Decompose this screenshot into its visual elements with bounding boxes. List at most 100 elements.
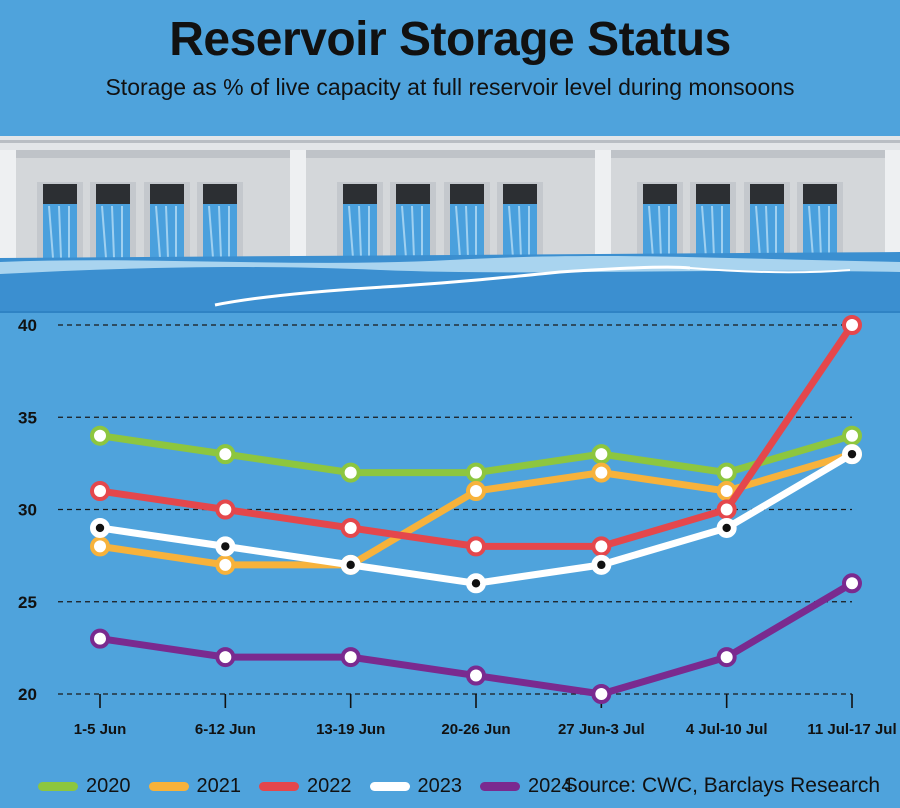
data-point <box>591 462 612 483</box>
spillway-stream <box>401 205 423 259</box>
gate-opening <box>643 184 677 204</box>
dam-illustration <box>0 136 900 265</box>
spillway-stream <box>508 205 530 259</box>
series-2022 <box>90 315 862 557</box>
y-tick-label: 35 <box>18 408 37 427</box>
gate-opening <box>96 184 130 204</box>
y-tick-label: 30 <box>18 501 37 520</box>
y-axis-ticks: 20 25 30 35 40 <box>18 316 37 704</box>
dam-pillar <box>885 150 900 260</box>
data-point <box>591 536 612 557</box>
data-point-center <box>597 560 606 570</box>
data-point-center <box>95 523 105 533</box>
legend-item-2024: 2024 <box>480 775 573 798</box>
dam-pillar <box>0 150 16 260</box>
x-tick-label: 11 Jul-17 Jul <box>807 721 896 738</box>
legend-swatch <box>480 781 520 791</box>
data-point <box>90 536 110 557</box>
gate-opening <box>150 184 184 204</box>
x-tick-label: 27 Jun-3 Jul <box>558 721 645 738</box>
y-tick-label: 25 <box>18 593 37 612</box>
spillway-stream <box>208 205 230 259</box>
legend-label: 2023 <box>417 774 463 797</box>
legend-label: 2022 <box>307 774 352 797</box>
gate-opening <box>343 184 377 204</box>
legend-label: 2020 <box>86 774 131 797</box>
series-line <box>96 321 856 550</box>
gate-opening <box>503 184 537 204</box>
gate-opening <box>750 184 784 204</box>
data-point <box>716 647 737 668</box>
page-title: Reservoir Storage Status <box>169 13 731 66</box>
source-note: Source: CWC, Barclays Research <box>563 774 880 797</box>
legend-label: 2021 <box>196 774 242 797</box>
spillway-stream <box>455 205 477 259</box>
data-point <box>215 444 236 465</box>
x-tick-label: 13-19 Jun <box>316 721 385 738</box>
spillway-stream <box>648 205 670 259</box>
data-point <box>466 536 486 557</box>
data-point <box>591 444 612 465</box>
spillway-stream <box>755 205 777 259</box>
data-point <box>591 684 612 704</box>
water-band <box>0 252 900 313</box>
y-tick-label: 40 <box>18 316 37 335</box>
data-point <box>340 517 361 538</box>
legend-item-2022: 2022 <box>259 775 352 798</box>
data-point <box>716 462 737 483</box>
series-2020 <box>90 425 862 483</box>
legend: 2020 2021 2022 2023 2024 <box>38 772 591 800</box>
data-point <box>842 315 862 335</box>
x-axis-ticks: 1-5 Jun 6-12 Jun 13-19 Jun 20-26 Jun 27 Jun-… <box>74 694 897 738</box>
data-point <box>90 425 110 446</box>
legend-label: 2024 <box>528 774 573 797</box>
data-point <box>466 481 486 502</box>
dam-pillar <box>595 150 611 260</box>
data-point <box>340 647 361 668</box>
gate-opening <box>450 184 484 204</box>
x-tick-label: 20-26 Jun <box>441 721 510 738</box>
page-subtitle: Storage as % of live capacity at full re… <box>105 74 795 100</box>
data-point <box>90 481 110 502</box>
data-point-center <box>471 579 481 588</box>
legend-swatch <box>259 781 299 791</box>
data-point <box>215 499 236 520</box>
spillway-stream <box>155 205 177 259</box>
gate-opening <box>203 184 237 204</box>
spillway-stream <box>101 205 123 259</box>
data-point <box>842 573 862 594</box>
spillway-stream <box>48 205 70 259</box>
data-point <box>90 628 110 649</box>
legend-item-2023: 2023 <box>369 774 463 798</box>
data-point <box>716 499 737 520</box>
data-point <box>716 481 737 502</box>
gate-opening <box>696 184 730 204</box>
x-tick-label: 4 Jul-10 Jul <box>686 721 768 738</box>
legend-item-2021: 2021 <box>148 774 242 798</box>
data-point <box>842 425 862 446</box>
x-tick-label: 6-12 Jun <box>195 721 256 738</box>
data-point-center <box>221 542 230 551</box>
y-tick-label: 20 <box>18 685 37 704</box>
legend-swatch <box>38 781 78 791</box>
data-point <box>215 554 236 575</box>
series-2024 <box>90 573 862 704</box>
series-lines <box>90 315 862 704</box>
data-point <box>215 647 236 668</box>
data-point-center <box>847 449 857 459</box>
legend-swatch <box>148 781 189 791</box>
spillway-stream <box>701 205 723 259</box>
dam-pillar <box>290 150 306 260</box>
series-2023 <box>90 444 862 594</box>
data-point-center <box>722 523 731 533</box>
data-point <box>466 462 486 483</box>
data-point <box>466 665 486 686</box>
spillway-stream <box>808 205 830 259</box>
data-point <box>340 462 361 483</box>
spillway-stream <box>348 205 370 259</box>
gate-opening <box>803 184 837 204</box>
x-tick-label: 1-5 Jun <box>74 721 127 738</box>
gate-opening <box>396 184 430 204</box>
